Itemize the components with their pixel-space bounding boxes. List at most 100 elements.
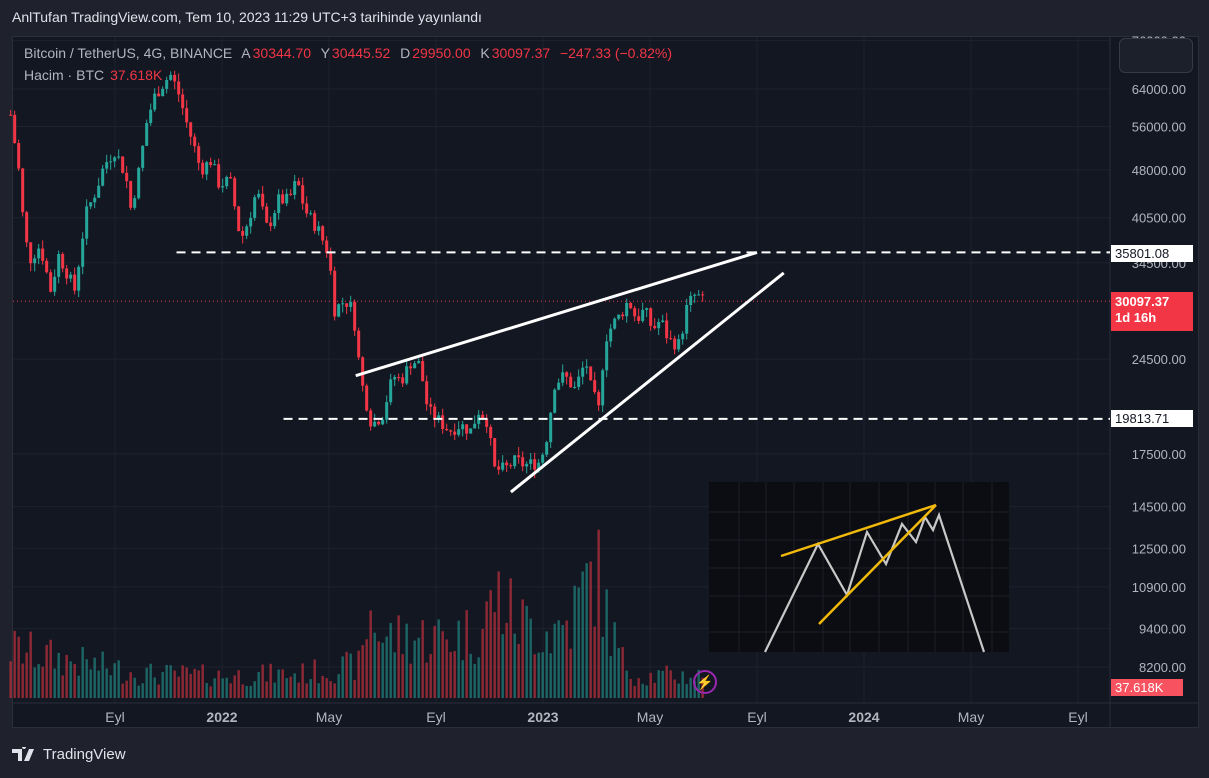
open-label: A: [241, 45, 251, 61]
lightning-icon[interactable]: ⚡: [693, 670, 717, 694]
volume-bar: [601, 636, 604, 698]
candle-body: [417, 361, 421, 364]
candle-body: [385, 402, 389, 420]
candle-body: [597, 392, 601, 406]
candle-body: [593, 380, 597, 393]
volume-bar: [393, 652, 396, 698]
candle-body: [621, 314, 625, 317]
volume-bar: [73, 664, 76, 698]
candle-body: [509, 465, 513, 467]
volume-bar: [661, 670, 664, 698]
scale-settings-button[interactable]: [1119, 38, 1193, 73]
candle-body: [441, 415, 445, 429]
rising-wedge-illustration: [709, 482, 1009, 653]
candle-body: [697, 294, 701, 296]
volume-bar: [193, 668, 196, 698]
volume-bar: [161, 672, 164, 698]
volume-bar: [353, 679, 356, 698]
volume-bar: [289, 676, 292, 698]
candle-body: [445, 428, 449, 431]
volume-bar: [77, 675, 80, 698]
candle-body: [53, 276, 57, 292]
price-tick-label: 56000.00: [1132, 120, 1186, 135]
candle-body: [685, 304, 689, 334]
volume-bar: [125, 680, 128, 698]
volume-bar: [197, 670, 200, 698]
volume-bar: [169, 665, 172, 698]
candle-body: [285, 193, 289, 204]
candle-body: [341, 303, 345, 305]
last-price-tag: 30097.37 1d 16h: [1111, 292, 1193, 331]
volume-bar: [629, 678, 632, 698]
candle-body: [61, 254, 65, 269]
volume-bar: [285, 678, 288, 698]
volume-bar: [265, 681, 268, 698]
volume-bar: [25, 652, 28, 698]
volume-bar: [33, 667, 36, 698]
candle-body: [209, 162, 213, 165]
volume-label[interactable]: Hacim · BTC: [24, 67, 105, 83]
candle-body: [249, 217, 253, 227]
tradingview-logo-icon: [12, 746, 34, 761]
volume-bar: [397, 615, 400, 698]
volume-bar: [573, 585, 576, 698]
candle-body: [205, 162, 209, 175]
volume-bar: [133, 677, 136, 698]
candle-body: [161, 88, 165, 97]
volume-bar: [333, 683, 336, 698]
candle-body: [69, 274, 73, 279]
volume-bar: [373, 632, 376, 698]
volume-bar: [233, 675, 236, 698]
candle-body: [293, 181, 297, 195]
candle-body: [233, 178, 237, 207]
volume-bar: [461, 660, 464, 698]
volume-bar: [113, 663, 116, 698]
candle-body: [33, 258, 37, 264]
volume-value: 37.618K: [110, 67, 163, 83]
volume-bar: [109, 675, 112, 698]
volume-bar: [605, 589, 608, 698]
volume-bar: [305, 683, 308, 698]
volume-bar: [389, 622, 392, 698]
publish-info: AnlTufan TradingView.com, Tem 10, 2023 1…: [12, 9, 482, 25]
volume-bar: [569, 648, 572, 698]
volume-bar: [421, 620, 424, 698]
volume-bar: [309, 679, 312, 698]
volume-bar: [269, 663, 272, 698]
volume-bar: [509, 578, 512, 698]
candle-body: [405, 366, 409, 384]
volume-bar: [441, 631, 444, 698]
candle-body: [357, 330, 361, 358]
volume-bar: [477, 657, 480, 698]
bar-countdown: 1d 16h: [1115, 310, 1157, 325]
candle-body: [521, 457, 525, 467]
volume-bar: [57, 652, 60, 698]
volume-bar: [277, 669, 280, 698]
candle-body: [289, 193, 293, 195]
time-tick-label: Eyl: [1068, 709, 1087, 725]
candle-body: [649, 308, 653, 326]
volume-bar: [297, 682, 300, 698]
candle-body: [537, 462, 541, 470]
volume-bar: [445, 639, 448, 698]
volume-bar: [321, 675, 324, 698]
symbol-name[interactable]: Bitcoin / TetherUS, 4G, BINANCE: [24, 45, 233, 61]
candle-body: [489, 426, 493, 439]
low-label: D: [400, 45, 411, 61]
candle-body: [365, 385, 369, 411]
volume-bar: [413, 640, 416, 698]
candle-body: [573, 386, 577, 388]
candle-body: [153, 93, 157, 110]
candle-body: [397, 377, 401, 379]
candle-body: [425, 381, 429, 405]
candle-body: [693, 294, 697, 296]
candle-body: [641, 309, 645, 321]
candle-body: [429, 404, 433, 407]
candle-body: [413, 363, 417, 369]
volume-bar: [237, 670, 240, 698]
illustration-price-path: [764, 511, 986, 653]
volume-bar: [493, 612, 496, 698]
high-label: Y: [320, 45, 330, 61]
volume-bar: [401, 654, 404, 698]
